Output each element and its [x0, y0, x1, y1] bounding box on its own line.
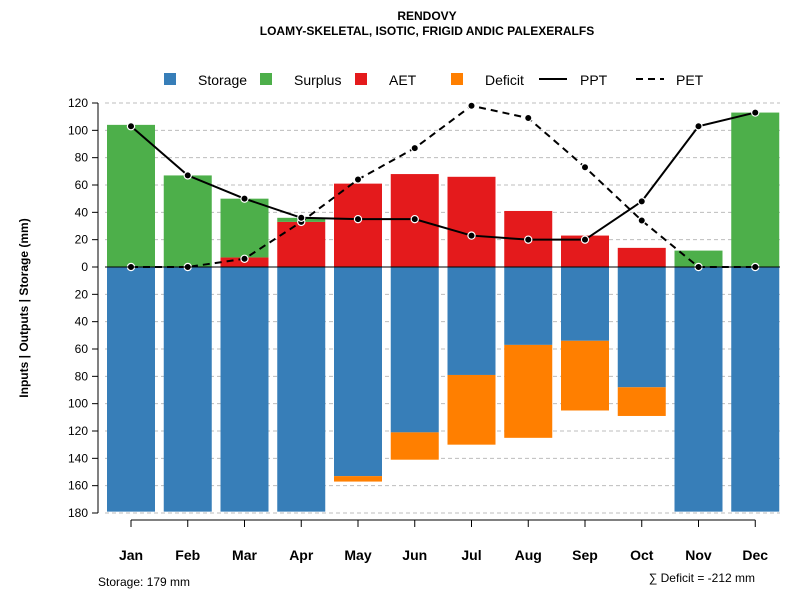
y-tick-label: 40 [75, 315, 89, 329]
x-tick-label-may: May [344, 547, 371, 563]
bar-aet-jul [447, 176, 496, 267]
pet-point-oct [637, 216, 646, 225]
ppt-point-feb [183, 171, 192, 180]
y-tick-label: 160 [68, 479, 88, 493]
legend-label-aet: AET [389, 72, 417, 88]
bar-storage-nov [674, 267, 723, 512]
x-tick-label-oct: Oct [630, 547, 654, 563]
bar-aet-oct [617, 247, 666, 267]
bar-storage-jul [447, 267, 496, 375]
ppt-point-jul [467, 231, 476, 240]
y-tick-label: 180 [68, 506, 88, 520]
pet-point-sep [580, 163, 590, 172]
y-tick-label: 40 [75, 205, 89, 219]
y-tick-label: 100 [68, 397, 88, 411]
y-tick-label: 120 [68, 96, 88, 110]
bar-storage-sep [561, 267, 609, 341]
ppt-point-aug [524, 235, 533, 244]
y-tick-label: 100 [68, 123, 88, 137]
ppt-point-mar [240, 194, 249, 203]
bar-surplus-feb [163, 175, 212, 267]
legend-label-deficit: Deficit [485, 72, 524, 88]
x-tick-label-feb: Feb [175, 547, 200, 563]
legend-label-storage: Storage [198, 72, 247, 88]
ppt-point-apr [297, 213, 306, 222]
storage-annotation: Storage: 179 mm [98, 575, 190, 589]
x-tick-label-jul: Jul [461, 547, 481, 563]
x-tick-label-sep: Sep [572, 547, 598, 563]
pet-point-jun [410, 143, 419, 153]
x-tick-label-aug: Aug [515, 547, 542, 563]
bar-surplus-jan [107, 124, 155, 267]
pet-point-mar [240, 254, 249, 263]
bar-deficit-aug [504, 344, 553, 438]
chart-title: RENDOVY [397, 9, 456, 23]
bars [107, 112, 780, 512]
ppt-line [130, 111, 756, 241]
y-tick-label: 80 [75, 369, 89, 383]
ppt-point-sep [580, 235, 590, 244]
chart-subtitle: LOAMY-SKELETAL, ISOTIC, FRIGID ANDIC PAL… [260, 24, 594, 38]
x-tick-label-mar: Mar [232, 547, 257, 563]
pet-point-aug [524, 113, 533, 123]
legend-label-ppt: PPT [580, 72, 608, 88]
bar-storage-jan [107, 267, 155, 512]
bar-deficit-may [334, 476, 382, 482]
bar-storage-mar [220, 267, 269, 512]
bar-storage-jun [390, 267, 439, 433]
bar-surplus-dec [731, 112, 780, 267]
pet-line [131, 104, 756, 268]
bar-aet-apr [277, 221, 326, 267]
bar-deficit-jun [390, 432, 439, 460]
pet-point-may [353, 175, 363, 184]
y-tick-label: 120 [68, 424, 88, 438]
y-tick-label: 20 [75, 287, 89, 301]
axes: 120 100 80 60 40 20 0 20 40 60 80 100 120 140 160 180 Ja… [68, 96, 780, 563]
ppt-point-jan [126, 122, 136, 131]
deficit-annotation: ∑ Deficit = -212 mm [649, 571, 755, 585]
bar-deficit-oct [617, 387, 666, 416]
y-axis-label: Inputs | Outputs | Storage (mm) [17, 218, 31, 397]
y-tick-label: 60 [75, 342, 89, 356]
x-tick-label-jan: Jan [119, 547, 143, 563]
legend-swatch-aet [355, 73, 367, 85]
bar-aet-may [334, 183, 382, 267]
legend-label-pet: PET [676, 72, 704, 88]
x-tick-label-jun: Jun [402, 547, 427, 563]
x-tick-label-dec: Dec [742, 547, 768, 563]
ppt-point-nov [694, 122, 703, 131]
ppt-point-oct [637, 197, 646, 206]
bar-storage-aug [504, 267, 553, 345]
y-tick-label: 80 [75, 151, 89, 165]
bar-storage-feb [163, 267, 212, 512]
gridlines [105, 102, 780, 514]
y-tick-label: 0 [81, 260, 88, 274]
legend-swatch-deficit [451, 73, 463, 85]
bar-deficit-sep [561, 340, 609, 411]
bar-storage-oct [617, 267, 666, 388]
bar-surplus-nov [674, 250, 723, 267]
bar-storage-apr [277, 267, 326, 512]
y-tick-label: 20 [75, 233, 89, 247]
legend-swatch-surplus [260, 73, 272, 85]
legend-label-surplus: Surplus [294, 72, 341, 88]
bar-deficit-jul [447, 374, 496, 445]
ppt-point-may [353, 214, 363, 224]
x-tick-label-apr: Apr [289, 547, 314, 563]
legend-swatch-storage [164, 73, 176, 85]
x-tick-label-nov: Nov [685, 547, 712, 563]
bar-storage-dec [731, 267, 780, 512]
pet-point-jul [467, 101, 476, 110]
legend: Storage Surplus AET Deficit PPT PET [164, 72, 704, 88]
y-tick-label: 140 [68, 451, 88, 465]
bar-storage-may [334, 267, 382, 477]
ppt-point-dec [751, 108, 760, 117]
y-tick-label: 60 [75, 178, 89, 192]
ppt-point-jun [410, 214, 419, 224]
series-lines [126, 101, 760, 272]
